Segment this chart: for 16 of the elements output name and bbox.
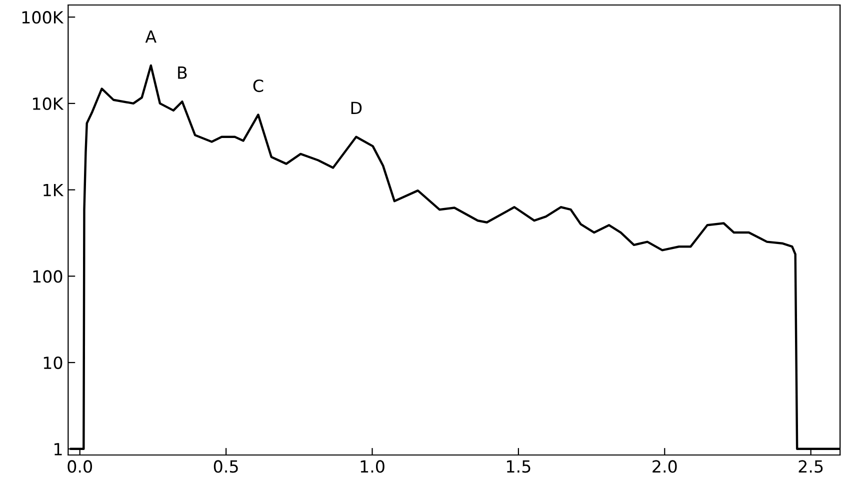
annotation: C: [253, 79, 264, 92]
annotation: D: [351, 102, 362, 114]
annotation: A: [145, 30, 156, 43]
x-tick-label: 0.5: [214, 460, 238, 473]
x-tick-label: 2.0: [652, 460, 677, 473]
y-tick-label: 10: [44, 356, 62, 370]
x-tick-label: 1.5: [507, 460, 530, 473]
y-tick-label: 100: [33, 270, 62, 283]
y-tick-label: 100K: [22, 11, 64, 24]
x-tick-label: 2.5: [798, 460, 823, 473]
y-tick-label: 10K: [32, 97, 64, 110]
x-tick-label: 1.0: [360, 460, 384, 473]
y-tick-label: 1K: [44, 184, 64, 196]
y-tick-label: 1: [54, 443, 62, 456]
annotation: B: [178, 66, 187, 79]
x-tick-label: 0.0: [68, 460, 92, 473]
